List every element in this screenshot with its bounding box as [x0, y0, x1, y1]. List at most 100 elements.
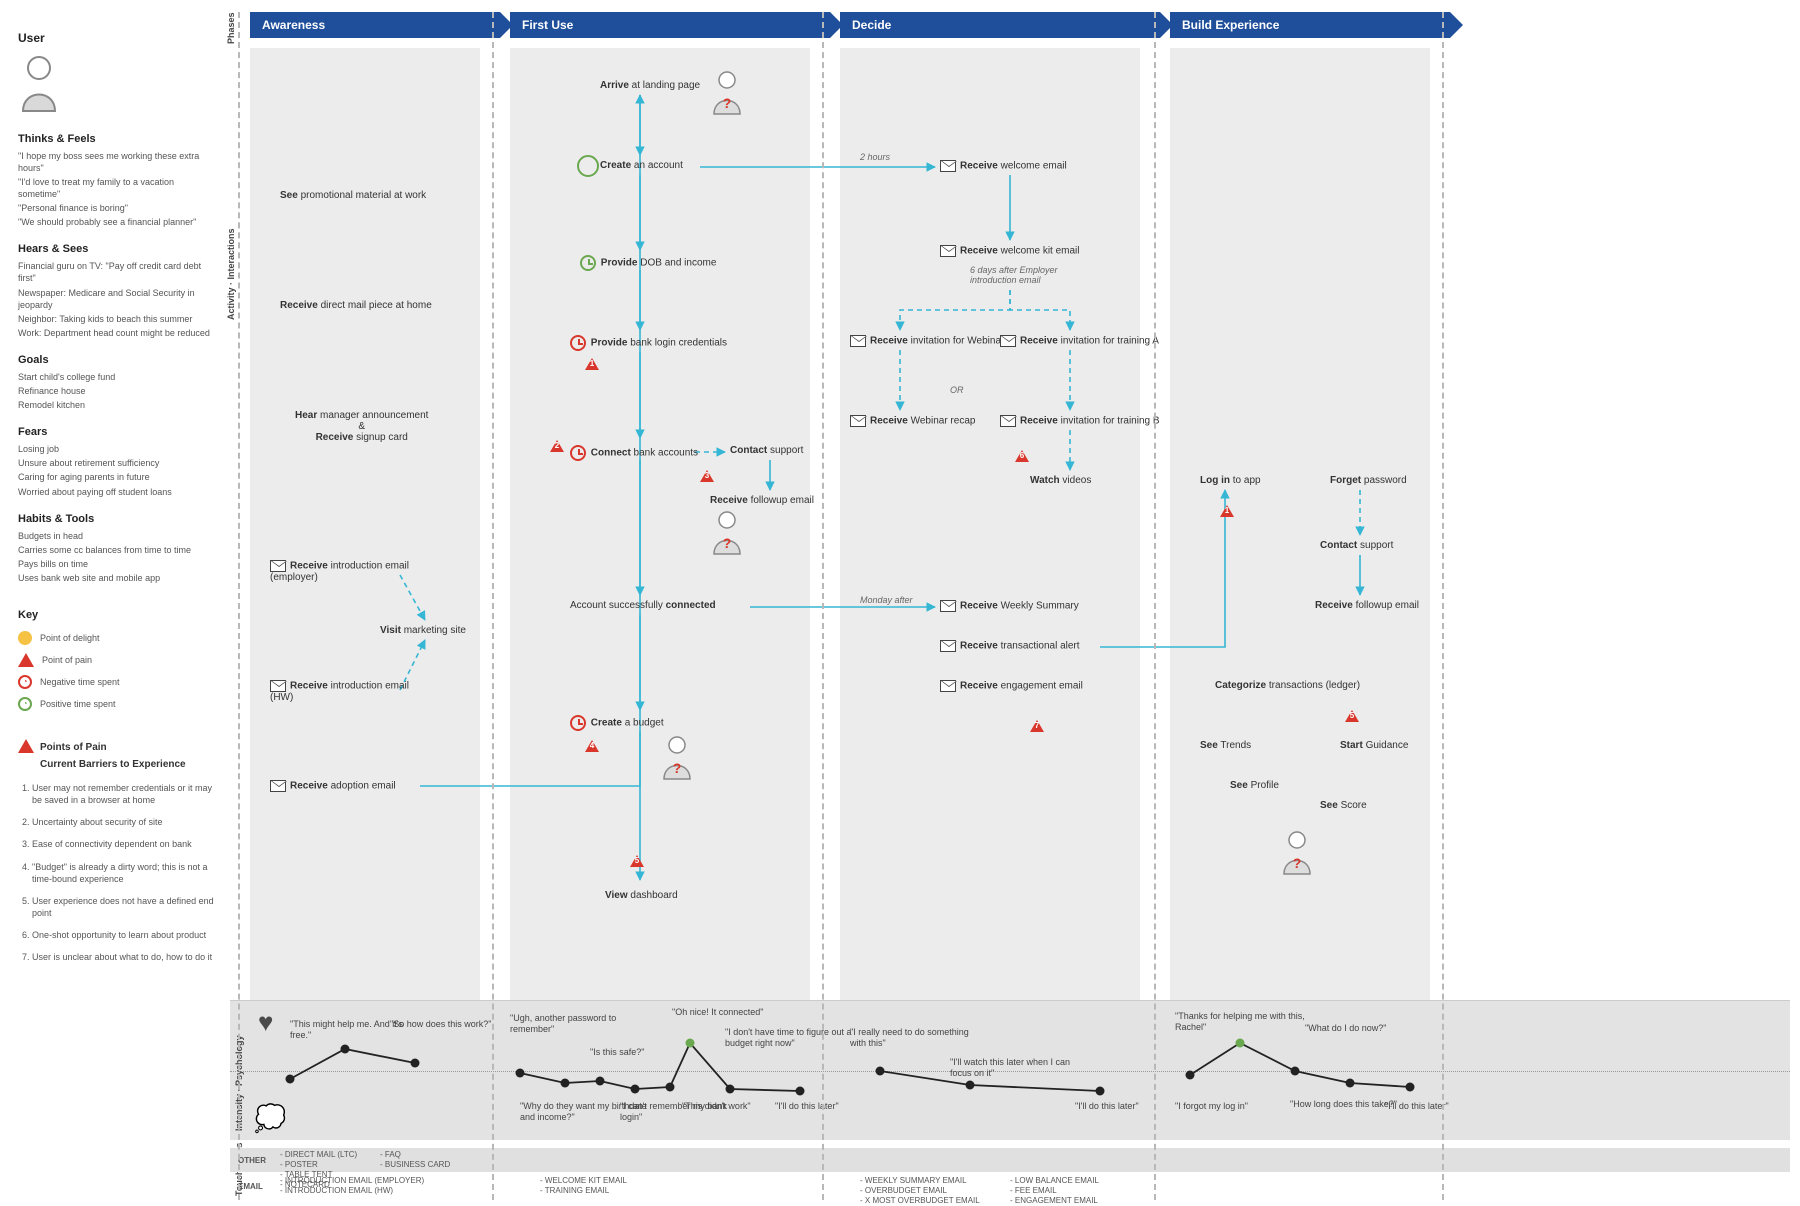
node-direct-mail: Receive direct mail piece at home	[280, 300, 432, 311]
touch-cell: WELCOME KIT EMAILTRAINING EMAIL	[540, 1176, 627, 1196]
note-2hours: 2 hours	[860, 152, 890, 162]
persona-marker-icon: ?	[1280, 830, 1314, 876]
psych-quote: "How long does this take?"	[1290, 1099, 1397, 1110]
touch-cell: WEEKLY SUMMARY EMAILOVERBUDGET EMAILX MO…	[860, 1176, 980, 1206]
pain-7: 7	[1030, 720, 1044, 732]
node-start-guidance: Start Guidance	[1340, 740, 1408, 751]
phase-build: Build Experience	[1170, 12, 1450, 38]
node-see-promo: See promotional material at work	[280, 190, 426, 201]
pain-1: 1	[585, 358, 599, 370]
node-training-a: Receive invitation for training A	[1000, 335, 1159, 347]
note-monday: Monday after	[860, 595, 913, 605]
node-webinar-invite: Receive invitation for Webinar	[850, 335, 1004, 347]
clock-icon	[570, 445, 586, 461]
node-forget-pw: Forget password	[1330, 475, 1407, 486]
points-of-pain: Points of Pain Current Barriers to Exper…	[18, 737, 216, 963]
node-weekly-summary: Receive Weekly Summary	[940, 600, 1079, 612]
node-provide-dob: Provide DOB and income	[580, 255, 716, 271]
pain-6: 6	[1015, 450, 1029, 462]
touch-cell: LOW BALANCE EMAILFEE EMAILENGAGEMENT EMA…	[1010, 1176, 1099, 1206]
phase-first-use: First Use	[510, 12, 830, 38]
fears-list: Losing jobUnsure about retirement suffic…	[18, 443, 216, 498]
node-visit-marketing: Visit marketing site	[380, 625, 466, 636]
node-intro-email-employer: Receive introduction email(employer)	[270, 560, 409, 583]
node-contact-support: Contact support	[730, 445, 803, 456]
node-welcome-email: Receive welcome email	[940, 160, 1067, 172]
mail-icon	[270, 560, 286, 572]
habits-list: Budgets in headCarries some cc balances …	[18, 530, 216, 585]
persona-marker-icon: ?	[660, 735, 694, 781]
persona-title: User	[18, 30, 216, 46]
node-hear-manager: Hear manager announcement&Receive signup…	[295, 410, 428, 443]
psych-quote: "I really need to do something with this…	[850, 1027, 980, 1049]
psych-quote: "Oh nice! It connected"	[672, 1007, 763, 1018]
persona-marker-icon: ?	[710, 70, 744, 116]
goals-list: Start child's college fundRefinance hous…	[18, 371, 216, 411]
psych-quote: "I'll do this later"	[1385, 1101, 1449, 1112]
svg-text:?: ?	[723, 535, 732, 551]
node-welcome-kit: Receive welcome kit email	[940, 245, 1080, 257]
node-watch-videos: Watch videos	[1030, 475, 1091, 486]
psych-quote: "What do I do now?"	[1305, 1023, 1386, 1034]
node-followup-build: Receive followup email	[1315, 600, 1419, 611]
phase-decide: Decide	[840, 12, 1160, 38]
psych-quote: "I'll do this later"	[775, 1101, 839, 1112]
mail-icon	[270, 780, 286, 792]
key-neg-time: ◔Negative time spent	[18, 675, 216, 689]
node-see-trends: See Trends	[1200, 740, 1251, 751]
pain-3: 3	[700, 470, 714, 482]
pain-4: 4	[585, 740, 599, 752]
node-login: Log in to app	[1200, 475, 1261, 486]
node-trans-alert: Receive transactional alert	[940, 640, 1080, 652]
persona-marker-icon: ?	[710, 510, 744, 556]
key-pain: Point of pain	[18, 653, 216, 667]
thinks-list: "I hope my boss sees me working these ex…	[18, 150, 216, 229]
goals-heading: Goals	[18, 353, 216, 368]
node-connect: Connect bank accounts	[570, 445, 698, 461]
node-followup-email: Receive followup email	[710, 495, 814, 506]
psych-quote: "I'll do this later"	[1075, 1101, 1139, 1112]
node-contact-support-build: Contact support	[1320, 540, 1393, 551]
node-arrive: Arrive at landing page	[600, 80, 700, 91]
node-view-dashboard: View dashboard	[605, 890, 678, 901]
node-intro-email-hw: Receive introduction email(HW)	[270, 680, 409, 703]
psych-quote: "Ugh, another password to remember"	[510, 1013, 640, 1035]
key-delight: Point of delight	[18, 631, 216, 645]
node-webinar-recap: Receive Webinar recap	[850, 415, 975, 427]
lane-first-use	[510, 48, 810, 1010]
hears-list: Financial guru on TV: "Pay off credit ca…	[18, 260, 216, 339]
svg-text:?: ?	[723, 95, 732, 111]
node-connected: Account successfully connected	[570, 600, 716, 611]
mail-icon	[270, 680, 286, 692]
psych-quote: "This didn't work"	[682, 1101, 751, 1112]
journey-map: Phases Activity · Interactions Awareness…	[230, 0, 1800, 1200]
psych-quote: "I'll watch this later when I can focus …	[950, 1057, 1080, 1079]
clock-icon	[570, 335, 586, 351]
note-or: OR	[950, 385, 964, 395]
pain-build-5: 5	[1345, 710, 1359, 722]
svg-text:?: ?	[673, 760, 682, 776]
node-see-score: See Score	[1320, 800, 1367, 811]
touchpoints: Touchpoints OTHERDIRECT MAIL (LTC)POSTER…	[230, 1148, 1790, 1198]
node-categorize: Categorize transactions (ledger)	[1215, 680, 1360, 691]
row-label-phases: Phases	[226, 12, 236, 44]
psych-quote: "Thanks for helping me with this, Rachel…	[1175, 1011, 1305, 1033]
node-create-budget: Create a budget	[570, 715, 664, 731]
phase-awareness: Awareness	[250, 12, 500, 38]
psych-quote: "So how does this work?"	[390, 1019, 491, 1030]
node-see-profile: See Profile	[1230, 780, 1279, 791]
node-provide-bank: Provide bank login credentials	[570, 335, 727, 351]
touch-cell: FAQBUSINESS CARD	[380, 1150, 450, 1170]
node-engagement-email: Receive engagement email	[940, 680, 1083, 692]
pain-2: 2	[550, 440, 564, 452]
pain-5: 5	[630, 855, 644, 867]
key-pos-time: ◔Positive time spent	[18, 697, 216, 711]
thinks-heading: Thinks & Feels	[18, 132, 216, 147]
pain-build-1: 1	[1220, 505, 1234, 517]
psychology-strip: Intensity · Psychology ♥ 💭 "This might h…	[230, 1000, 1790, 1140]
hears-heading: Hears & Sees	[18, 242, 216, 257]
touch-cell: INTRODUCTION EMAIL (EMPLOYER)INTRODUCTIO…	[280, 1176, 424, 1196]
fears-heading: Fears	[18, 425, 216, 440]
clock-icon	[580, 255, 596, 271]
note-6days: 6 days after Employerintroduction email	[970, 265, 1058, 285]
